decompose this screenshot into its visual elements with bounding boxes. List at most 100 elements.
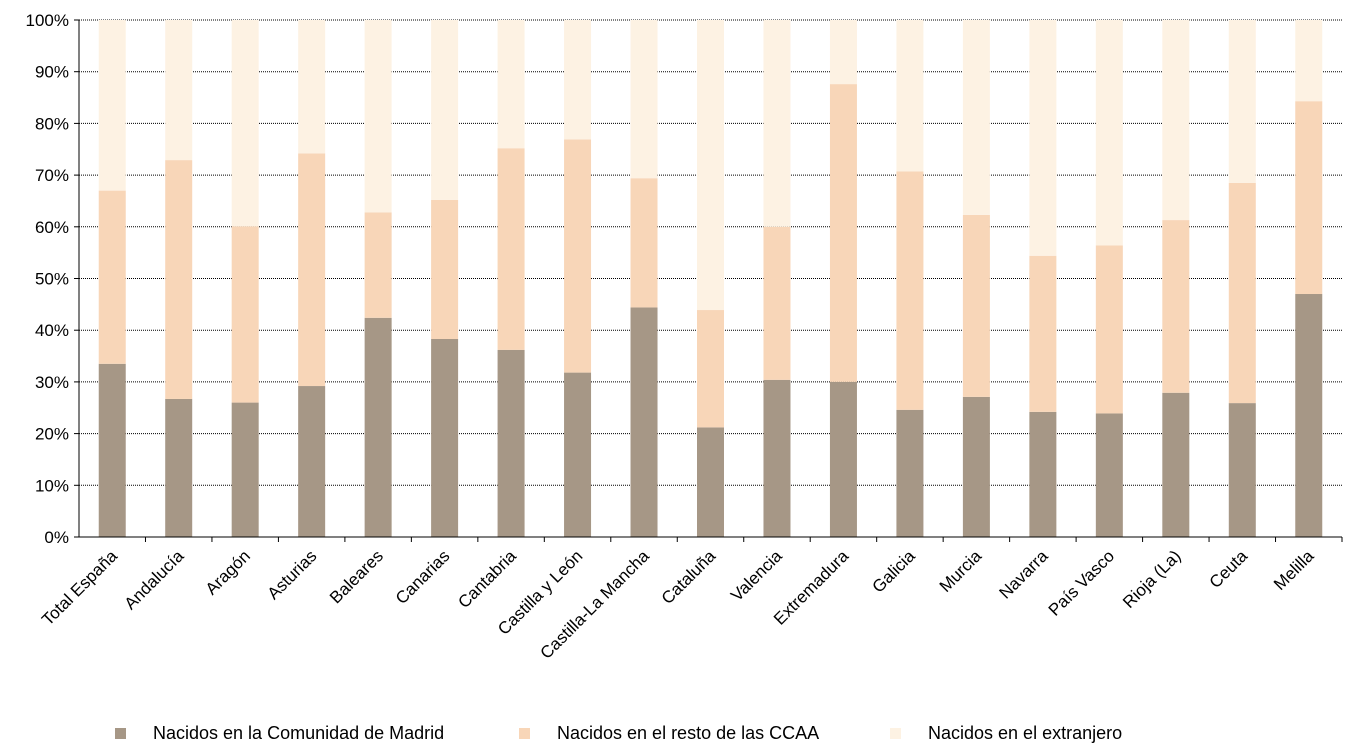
- x-tick-label: Baleares: [326, 546, 387, 607]
- x-tick-label: Andalucía: [121, 546, 188, 613]
- x-tick-label: Melilla: [1270, 546, 1318, 594]
- bar-segment-2: [497, 148, 525, 350]
- bar-segment-2: [896, 171, 924, 410]
- y-tick-label: 40%: [35, 321, 69, 340]
- y-tick-label: 50%: [35, 270, 69, 289]
- bar-segment-2: [98, 190, 126, 364]
- legend-label-resto-ccaa: Nacidos en el resto de las CCAA: [557, 723, 820, 743]
- x-tick-label: Galicia: [869, 546, 920, 597]
- gridlines: [79, 19, 1342, 486]
- bar-segment-2: [165, 160, 193, 399]
- bar-segment-3: [763, 20, 791, 227]
- legend-item-resto-ccaa: Nacidos en el resto de las CCAA: [519, 722, 819, 745]
- x-tick-label: País Vasco: [1045, 546, 1118, 619]
- bar-segment-1: [431, 338, 459, 537]
- x-tick-label: Rioja (La): [1119, 546, 1185, 612]
- bar-segment-2: [298, 153, 326, 387]
- bar-segment-3: [896, 20, 924, 172]
- bar-segment-1: [1029, 411, 1057, 537]
- bar-segment-1: [763, 379, 791, 537]
- y-tick-label: 10%: [35, 476, 69, 495]
- y-tick-label: 100%: [26, 11, 69, 30]
- x-tick-label: Asturias: [264, 546, 321, 603]
- legend-swatch-madrid: [115, 728, 126, 739]
- bar-segment-2: [431, 199, 459, 339]
- x-tick-labels: Total España Andalucía Aragón Asturias Balea…: [38, 546, 1318, 663]
- x-tick-label: Canarias: [392, 546, 454, 608]
- bar-segment-1: [231, 402, 259, 537]
- y-tick-labels: 0% 10% 20% 30% 40% 50% 60% 70% 80% 90% 100%: [26, 11, 69, 547]
- bar-segment-3: [165, 20, 193, 161]
- y-tick-label: 60%: [35, 218, 69, 237]
- legend: Nacidos en la Comunidad de Madrid Nacido…: [0, 722, 1349, 745]
- bar-segment-3: [962, 20, 990, 215]
- bar-segment-1: [98, 363, 126, 537]
- bar-segment-1: [1162, 392, 1190, 537]
- bar-segment-2: [962, 214, 990, 397]
- bar-segment-3: [829, 20, 857, 85]
- bar-segment-3: [1095, 20, 1123, 246]
- legend-label-extranjero: Nacidos en el extranjero: [928, 723, 1123, 743]
- bar-segment-1: [630, 307, 658, 537]
- bar-segment-2: [1228, 182, 1256, 404]
- bar-segment-2: [1162, 220, 1190, 393]
- bar-segment-1: [298, 386, 326, 537]
- bar-segment-3: [564, 20, 592, 140]
- bar-segment-1: [896, 409, 924, 537]
- bar-segment-2: [763, 226, 791, 380]
- bars: [98, 20, 1323, 537]
- x-tick-label: Cantabria: [454, 546, 520, 612]
- x-tick-label: Cataluña: [658, 546, 720, 608]
- bar-segment-1: [1095, 413, 1123, 537]
- legend-label-madrid: Nacidos en la Comunidad de Madrid: [153, 723, 445, 743]
- bar-segment-2: [1295, 101, 1323, 295]
- bar-segment-3: [1029, 20, 1057, 256]
- bar-segment-1: [1295, 294, 1323, 537]
- y-tick-label: 30%: [35, 373, 69, 392]
- bar-segment-2: [1095, 245, 1123, 414]
- x-tick-label: Murcia: [936, 546, 986, 596]
- bar-segment-3: [298, 20, 326, 154]
- y-tick-label: 80%: [35, 114, 69, 133]
- x-tick-label: Aragón: [202, 546, 254, 598]
- bar-segment-3: [1295, 20, 1323, 102]
- x-tick-label: Castilla-La Mancha: [537, 546, 654, 663]
- legend-swatch-extranjero: [890, 728, 901, 739]
- bar-segment-2: [364, 212, 392, 318]
- bar-segment-1: [497, 349, 525, 537]
- bar-segment-3: [497, 20, 525, 149]
- bar-segment-2: [1029, 255, 1057, 412]
- bar-segment-3: [231, 20, 259, 227]
- legend-swatch-resto-ccaa: [519, 728, 530, 739]
- bar-segment-3: [98, 20, 126, 191]
- y-tick-label: 0%: [44, 528, 69, 547]
- bar-segment-3: [630, 20, 658, 179]
- y-tick-label: 70%: [35, 166, 69, 185]
- y-tick-label: 90%: [35, 63, 69, 82]
- axes: [74, 19, 1343, 542]
- bar-segment-2: [697, 310, 724, 428]
- bar-segment-1: [1228, 403, 1256, 537]
- bar-segment-3: [364, 20, 392, 213]
- bar-segment-2: [564, 139, 592, 373]
- bar-segment-2: [630, 178, 658, 308]
- bar-segment-1: [564, 372, 592, 537]
- bar-segment-1: [829, 381, 857, 537]
- legend-item-madrid: Nacidos en la Comunidad de Madrid: [115, 722, 444, 745]
- bar-segment-3: [697, 20, 724, 311]
- x-tick-label: Valencia: [727, 546, 786, 605]
- bar-segment-1: [962, 396, 990, 537]
- x-tick-label: Navarra: [996, 546, 1053, 603]
- bar-segment-2: [829, 84, 857, 382]
- x-tick-label: Ceuta: [1206, 546, 1252, 592]
- bar-segment-3: [1162, 20, 1190, 221]
- bar-segment-3: [1228, 20, 1256, 183]
- legend-item-extranjero: Nacidos en el extranjero: [890, 722, 1122, 745]
- bar-segment-2: [231, 226, 259, 403]
- bar-segment-1: [697, 427, 724, 537]
- bar-segment-3: [431, 20, 459, 200]
- y-tick-label: 20%: [35, 425, 69, 444]
- x-tick-label: Total España: [38, 546, 121, 629]
- bar-segment-1: [165, 398, 193, 537]
- stacked-bar-chart: 0% 10% 20% 30% 40% 50% 60% 70% 80% 90% 100% Total …: [26, 11, 1343, 663]
